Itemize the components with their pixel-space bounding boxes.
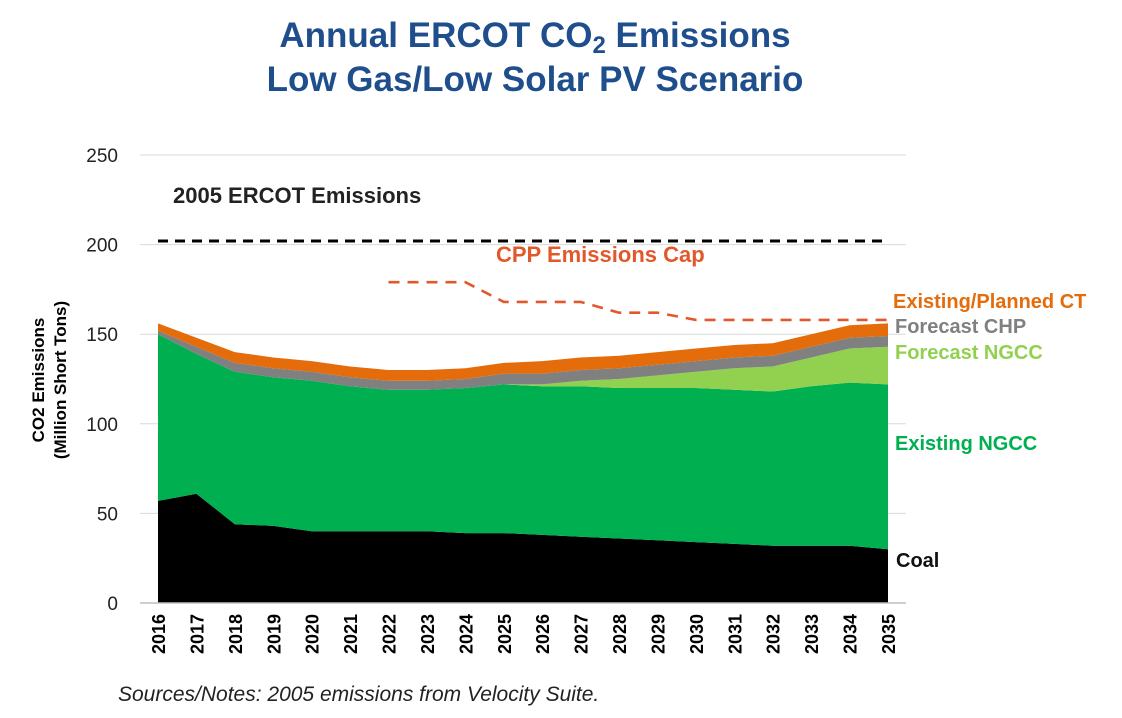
x-tick-label: 2030	[687, 614, 707, 654]
source-notes: Sources/Notes: 2005 emissions from Veloc…	[118, 683, 600, 706]
y-axis-label: CO2 Emissions	[29, 318, 48, 443]
series-label: Forecast NGCC	[895, 342, 1043, 364]
y-tick-label: 200	[86, 236, 118, 257]
series-label: Existing/Planned CT	[893, 291, 1086, 313]
area-existing-planned-ct	[158, 323, 888, 381]
y-tick-label: 50	[97, 504, 118, 525]
series-label: Coal	[896, 550, 939, 572]
x-tick-label: 2028	[610, 614, 630, 654]
axis-layer: 0 50 100 150 200 250 2016 2017 2018 2019 2020 2021 2…	[86, 146, 906, 654]
y-tick-label: 0	[107, 594, 118, 615]
y-tick-label: 100	[86, 415, 118, 436]
reference-label: 2005 ERCOT Emissions	[173, 183, 421, 208]
area-forecast-chp	[158, 330, 888, 390]
area-layer	[158, 323, 888, 603]
chart-title: Annual ERCOT CO2 Emissions Low Gas/Low S…	[0, 14, 1070, 102]
series-label: Existing NGCC	[895, 433, 1037, 455]
reference-lines-layer	[158, 239, 888, 322]
y-axis-label-units: (Million Short Tons)	[51, 301, 70, 459]
x-tick-label: 2025	[495, 614, 515, 654]
area-existing-ngcc	[158, 334, 888, 550]
area-forecast-ngcc	[158, 334, 888, 392]
reference-line-cpp-emissions-cap	[388, 280, 888, 322]
x-tick-label: 2016	[149, 614, 169, 654]
x-tick-label: 2035	[879, 614, 899, 654]
x-tick-label: 2022	[380, 614, 400, 654]
title-line-2: Low Gas/Low Solar PV Scenario	[266, 60, 804, 99]
x-tick-label: 2032	[764, 614, 784, 654]
x-tick-label: 2026	[533, 614, 553, 654]
x-tick-label: 2029	[648, 614, 668, 654]
area-coal	[158, 493, 888, 603]
series-label: Forecast CHP	[895, 316, 1026, 338]
x-tick-label: 2017	[187, 614, 207, 654]
x-tick-label: 2034	[841, 614, 861, 654]
x-tick-label: 2020	[303, 614, 323, 654]
title-line-1: Annual ERCOT CO2 Emissions	[279, 16, 791, 59]
x-tick-label: 2023	[418, 614, 438, 654]
x-tick-label: 2024	[456, 614, 476, 654]
y-tick-label: 150	[86, 325, 118, 346]
x-tick-label: 2018	[226, 614, 246, 654]
label-layer: 2005 ERCOT Emissions CPP Emissions Cap Coa…	[29, 183, 1086, 572]
x-tick-label: 2033	[802, 614, 822, 654]
x-tick-label: 2021	[341, 614, 361, 654]
x-tick-label: 2031	[725, 614, 745, 654]
y-tick-label: 250	[86, 146, 118, 167]
reference-label: CPP Emissions Cap	[496, 242, 705, 267]
x-tick-label: 2027	[572, 614, 592, 654]
x-tick-label: 2019	[264, 614, 284, 654]
